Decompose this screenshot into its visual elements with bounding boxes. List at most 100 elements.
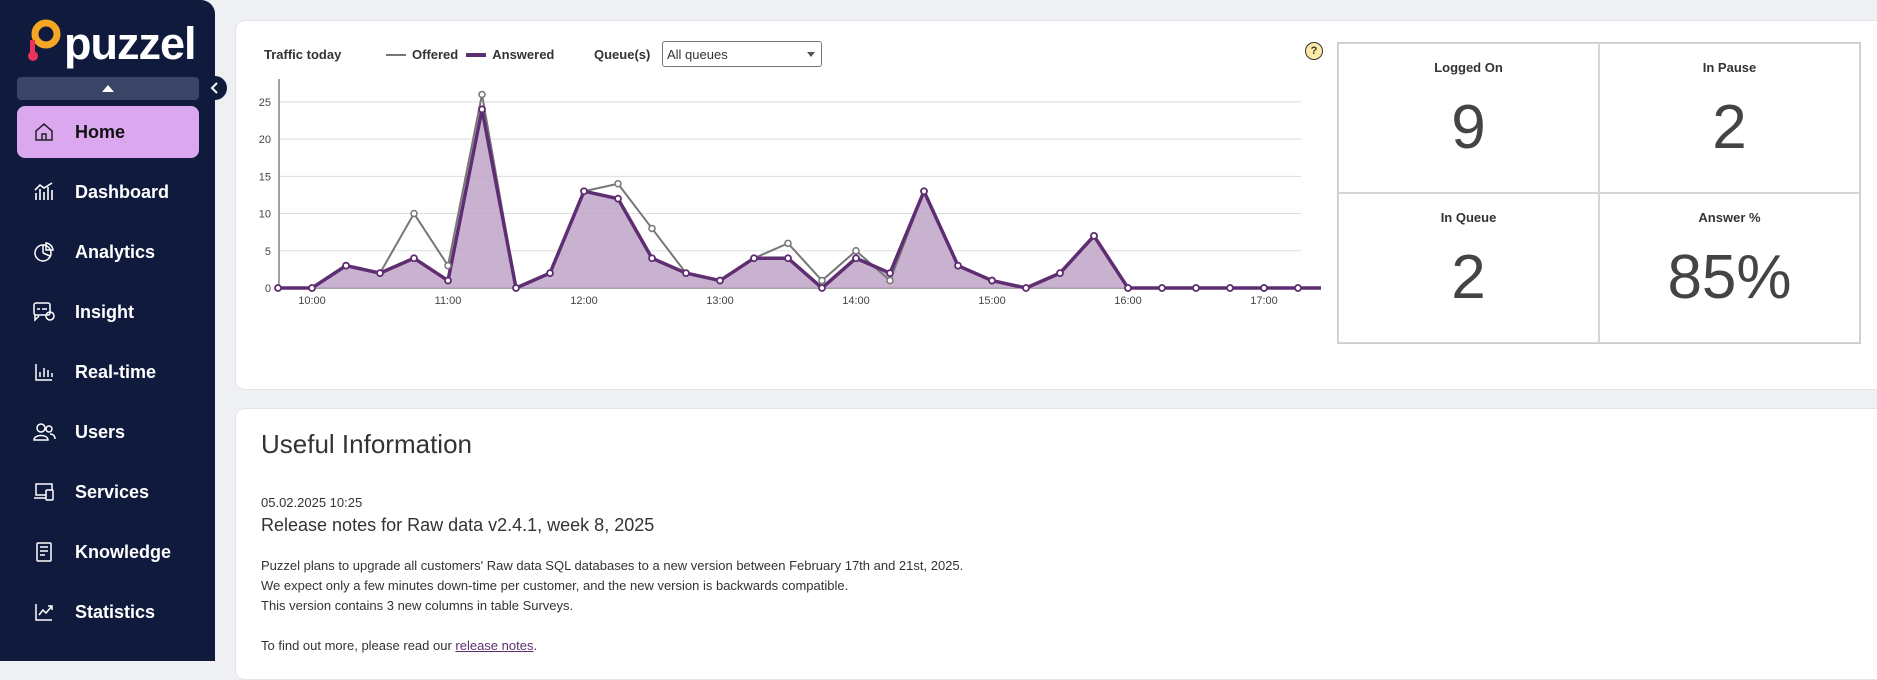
x-tick-label: 12:00 [570, 295, 598, 307]
offered-point [818, 276, 826, 285]
statistics-icon [29, 599, 59, 625]
answered-point [1158, 284, 1166, 292]
sidebar-nav: Home Dashboard Analytics Insight Real-ti… [17, 106, 199, 646]
x-tick-label: 10:00 [298, 295, 326, 307]
services-icon [29, 479, 59, 505]
queue-select[interactable]: All queues [662, 41, 822, 67]
stats-grid: Logged On 9 In Pause 2 In Queue 2 Answer… [1337, 42, 1861, 344]
sidebar-item-services[interactable]: Services [17, 466, 199, 518]
x-tick-label: 15:00 [978, 295, 1006, 307]
offered-point [648, 224, 656, 233]
stat-label: In Queue [1440, 210, 1497, 225]
offered-point [478, 90, 486, 99]
sidebar-item-realtime[interactable]: Real-time [17, 346, 199, 398]
sidebar-item-label: Analytics [75, 241, 156, 262]
sidebar-item-knowledge[interactable]: Knowledge [17, 526, 199, 578]
answered-point [546, 269, 554, 278]
offered-point [614, 180, 622, 188]
info-line: This version contains 3 new columns in t… [261, 598, 574, 613]
info-title: Useful Information [261, 429, 472, 459]
answered-point [1022, 284, 1030, 292]
answered-point [580, 187, 588, 196]
caret-up-icon [102, 85, 114, 92]
traffic-chart: 0 5 10 15 20 25 10:00 11:00 12:00 13:00 14:00 15:00… [259, 79, 1321, 307]
chevron-left-icon [210, 82, 218, 94]
sidebar-item-dashboard[interactable]: Dashboard [17, 166, 199, 218]
sidebar-item-label: Dashboard [75, 181, 170, 202]
answered-point [988, 276, 996, 285]
x-tick-label: 17:00 [1250, 295, 1278, 307]
sidebar-item-analytics[interactable]: Analytics [17, 226, 199, 278]
dropdown-arrow-icon [807, 52, 815, 57]
answered-point [954, 261, 962, 270]
sidebar-item-label: Statistics [75, 601, 156, 622]
sidebar-item-statistics[interactable]: Statistics [17, 586, 199, 638]
analytics-icon [29, 239, 59, 265]
sidebar-item-users[interactable]: Users [17, 406, 199, 458]
brand-name: puzzel [64, 17, 197, 69]
traffic-panel: Traffic today Offered Answered Queue(s) … [235, 20, 1877, 390]
x-tick-label: 14:00 [842, 295, 870, 307]
answered-point [614, 194, 622, 203]
home-icon [29, 119, 59, 145]
answered-point [512, 284, 520, 292]
stat-value: 85% [1667, 243, 1792, 312]
answered-point [1090, 231, 1098, 240]
useful-information-panel: Useful Information 05.02.2025 10:25 Rele… [235, 408, 1877, 680]
x-tick-label: 16:00 [1114, 295, 1142, 307]
info-date: 05.02.2025 10:25 [261, 495, 363, 510]
info-line-suffix: . [533, 638, 538, 653]
answered-point [648, 254, 656, 263]
stat-label: In Pause [1702, 60, 1757, 75]
offered-point [784, 239, 792, 248]
knowledge-icon [29, 539, 59, 565]
stat-in-queue: In Queue 2 [1338, 193, 1599, 343]
answered-point [682, 269, 690, 278]
info-line: Puzzel plans to upgrade all customers' R… [261, 558, 964, 573]
stat-label: Answer % [1698, 210, 1761, 225]
y-tick-label: 20 [259, 134, 271, 146]
help-icon[interactable]: ? [1305, 42, 1323, 60]
answered-point [852, 254, 860, 263]
sidebar-toggle-button[interactable] [203, 76, 227, 100]
offered-legend-swatch [386, 53, 406, 56]
sidebar-item-home[interactable]: Home [17, 106, 199, 158]
answered-point [444, 276, 452, 285]
sidebar-item-label: Users [75, 421, 126, 442]
answered-area [278, 109, 1321, 288]
sidebar-item-insight[interactable]: Insight [17, 286, 199, 338]
answered-point [716, 276, 724, 285]
answered-point [784, 254, 792, 263]
sidebar-item-label: Real-time [75, 361, 157, 382]
offered-point [886, 276, 894, 285]
sidebar-item-label: Knowledge [75, 541, 172, 562]
answered-point [1226, 284, 1234, 292]
queue-label: Queue(s) [594, 47, 651, 62]
info-line: To find out more, please read our releas… [261, 636, 963, 656]
x-tick-label: 13:00 [706, 295, 734, 307]
stat-value: 9 [1451, 93, 1486, 162]
answered-point [1192, 284, 1200, 292]
answered-point [920, 187, 928, 196]
offered-point [410, 209, 418, 218]
answered-point [886, 269, 894, 278]
answered-line [278, 108, 1321, 291]
answered-legend-swatch [466, 52, 487, 57]
release-notes-link[interactable]: release notes [455, 638, 534, 653]
y-tick-label: 0 [265, 283, 271, 295]
dashboard-icon [29, 179, 59, 205]
y-tick-label: 10 [259, 209, 271, 221]
y-tick-label: 5 [265, 246, 271, 258]
puzzel-logo[interactable]: puzzel [26, 17, 197, 69]
offered-point [852, 247, 860, 255]
y-tick-label: 25 [259, 97, 271, 109]
answered-point [376, 269, 384, 278]
queue-select-value: All queues [667, 46, 728, 62]
sidebar: puzzel Home Dashboard Analytics Insight … [0, 0, 227, 661]
collapse-bar[interactable] [17, 77, 199, 100]
sidebar-item-label: Services [75, 481, 150, 502]
stat-answer-pct: Answer % 85% [1599, 193, 1860, 343]
answered-point [750, 254, 758, 263]
stat-in-pause: In Pause 2 [1599, 43, 1860, 193]
info-line: We expect only a few minutes down-time p… [261, 578, 849, 593]
